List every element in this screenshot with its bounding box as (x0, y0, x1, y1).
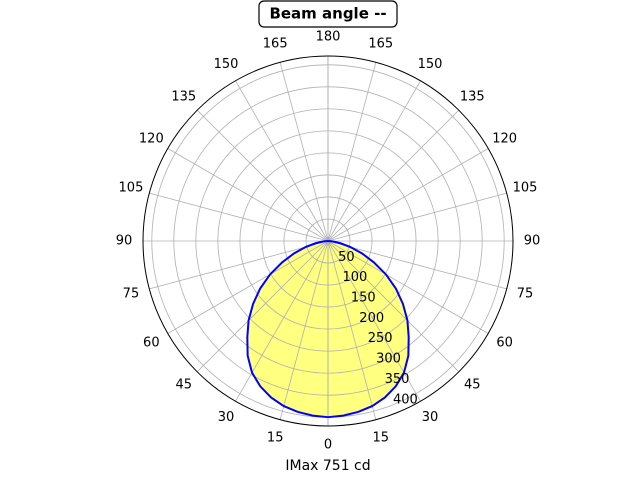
angle-tick-label: 150 (214, 57, 239, 72)
angle-tick-label: 90 (524, 234, 541, 249)
angle-tick-label: 105 (119, 181, 144, 196)
angle-tick-label: 150 (418, 57, 443, 72)
grid-spoke (327, 240, 377, 420)
angle-tick-label: 0 (324, 438, 332, 453)
radial-tick-label: 100 (342, 270, 367, 285)
radial-tick-label: 350 (385, 372, 410, 387)
angle-tick-label: 105 (513, 181, 538, 196)
grid-spoke (327, 62, 377, 242)
angle-tick-label: 15 (267, 431, 284, 446)
grid-spoke (235, 240, 329, 402)
grid-spoke (196, 109, 329, 242)
angle-tick-label: 180 (316, 30, 341, 45)
angle-tick-label: 60 (143, 336, 160, 351)
x-axis-label: IMax 751 cd (285, 458, 370, 474)
grid-spoke (327, 192, 507, 242)
beam-line-right (327, 240, 410, 419)
grid-spoke (279, 62, 329, 242)
grid-spoke (149, 192, 329, 242)
grid-spoke (167, 148, 329, 242)
grid-spoke (167, 240, 329, 334)
radial-tick-label: 250 (368, 331, 393, 346)
angle-tick-label: 165 (368, 36, 393, 51)
chart-title: Beam angle -- (269, 5, 386, 23)
angle-tick-label: 15 (373, 431, 390, 446)
grid-spoke (327, 240, 460, 373)
angle-tick-label: 45 (175, 378, 192, 393)
grid-spoke (327, 80, 421, 242)
outer-frame (142, 55, 514, 427)
angle-tick-label: 135 (460, 89, 485, 104)
radial-tick-label: 50 (338, 250, 355, 265)
radial-tick-label: 300 (376, 352, 401, 367)
beam-line-left (246, 240, 329, 419)
angle-tick-label: 135 (171, 89, 196, 104)
angle-tick-label: 75 (517, 286, 534, 301)
angle-tick-label: 90 (116, 234, 133, 249)
grid-spoke (327, 240, 489, 334)
grid-spoke (235, 80, 329, 242)
grid-spoke (279, 240, 329, 420)
grid-spoke (327, 240, 507, 290)
radial-tick-label: 200 (359, 311, 384, 326)
angle-tick-label: 120 (139, 132, 164, 147)
grid-spoke (149, 240, 329, 290)
radial-tick-label: 150 (351, 291, 376, 306)
grid-spoke (327, 148, 489, 242)
grid-spoke (327, 109, 460, 242)
angle-tick-label: 165 (263, 36, 288, 51)
grid-spoke (196, 240, 329, 373)
grid-spoke (327, 240, 421, 402)
angle-tick-label: 120 (492, 132, 517, 147)
angle-tick-label: 75 (123, 286, 140, 301)
angle-tick-label: 45 (464, 378, 481, 393)
angle-tick-label: 30 (422, 410, 439, 425)
radial-tick-label: 400 (393, 392, 418, 407)
angle-tick-label: 30 (218, 410, 235, 425)
angle-tick-label: 60 (496, 336, 513, 351)
title-box (258, 0, 398, 28)
